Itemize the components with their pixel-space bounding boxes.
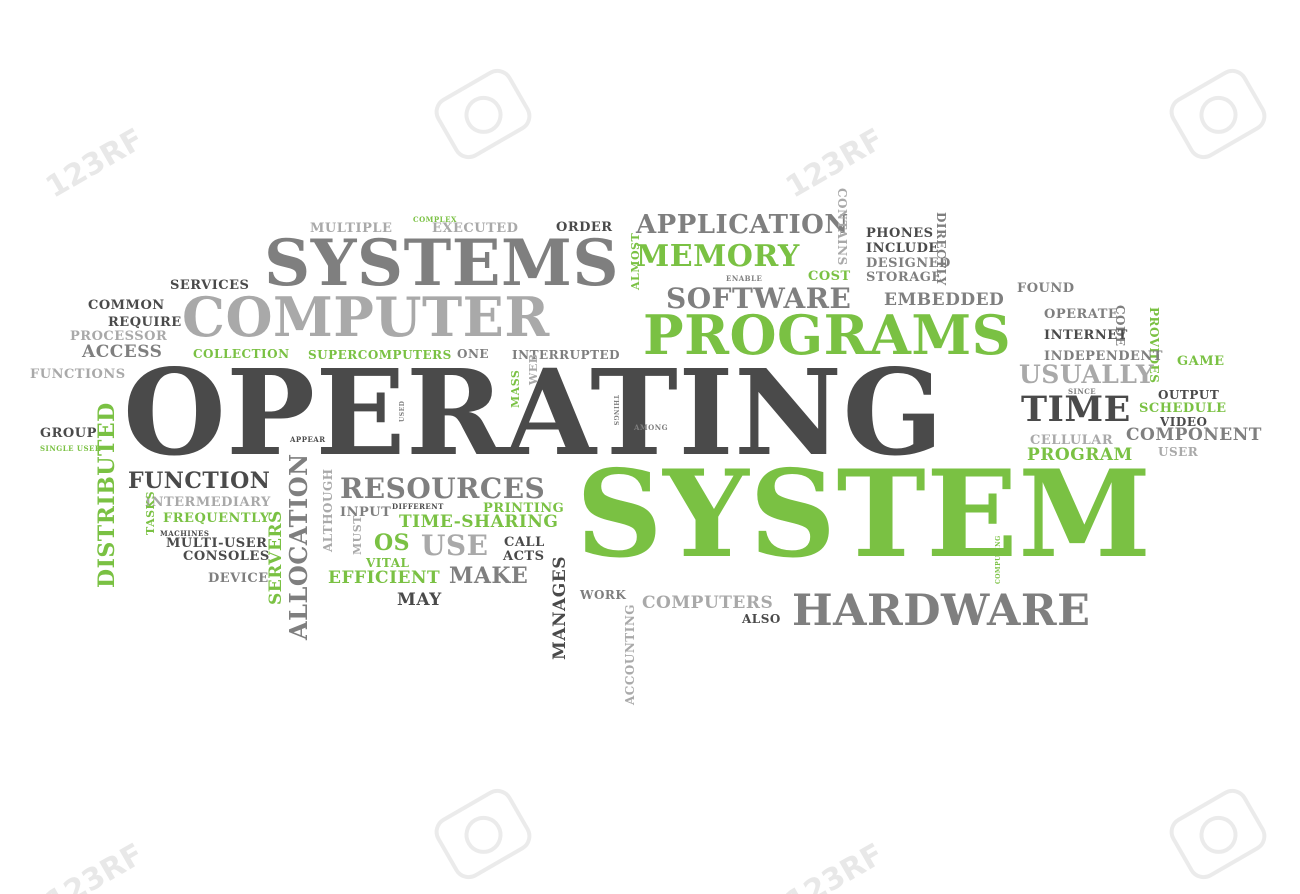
word-time: TIME bbox=[1021, 389, 1131, 430]
word-internet: INTERNET bbox=[1044, 328, 1128, 343]
word-include: INCLUDE bbox=[866, 241, 939, 256]
word-input: INPUT bbox=[340, 505, 392, 520]
word-system: SYSTEM bbox=[576, 444, 1152, 585]
word-multiple: MULTIPLE bbox=[310, 221, 393, 236]
word-services: SERVICES bbox=[170, 278, 250, 293]
word-software: SOFTWARE bbox=[666, 282, 852, 315]
word-resources: RESOURCES bbox=[340, 472, 546, 505]
word-servers: SERVERS bbox=[266, 510, 286, 605]
word-processor: PROCESSOR bbox=[70, 329, 168, 344]
word-different: DIFFERENT bbox=[392, 502, 444, 511]
word-output: OUTPUT bbox=[1158, 388, 1220, 402]
word-almost: ALMOST bbox=[629, 232, 642, 290]
word-efficient: EFFICIENT bbox=[328, 568, 441, 588]
word-appear: APPEAR bbox=[290, 435, 326, 444]
word-embedded: EMBEDDED bbox=[884, 290, 1005, 310]
word-storage: STORAGE bbox=[866, 270, 942, 285]
word-program: PROGRAM bbox=[1027, 445, 1133, 465]
word-component: COMPONENT bbox=[1126, 425, 1262, 445]
word-require: REQUIRE bbox=[108, 315, 182, 330]
word-group: GROUP bbox=[40, 426, 97, 441]
word-executed: EXECUTED bbox=[432, 221, 519, 236]
word-cost: COST bbox=[808, 269, 851, 284]
word-since: SINCE bbox=[1068, 387, 1097, 396]
word-intermediary: INTERMEDIARY bbox=[145, 495, 271, 510]
word-order: ORDER bbox=[556, 220, 613, 235]
watermark-camera-icon bbox=[1163, 63, 1273, 165]
word-hardware: HARDWARE bbox=[792, 586, 1091, 636]
word-vital: VITAL bbox=[366, 556, 410, 570]
word-systems: SYSTEMS bbox=[264, 226, 620, 301]
word-video: VIDEO bbox=[1160, 415, 1208, 429]
word-functions: FUNCTIONS bbox=[30, 367, 126, 382]
watermark-logo-2: 123RF bbox=[40, 836, 150, 894]
word-single-user: SINGLE USER bbox=[40, 444, 102, 453]
word-found: FOUND bbox=[1017, 281, 1075, 296]
word-manages: MANAGES bbox=[550, 556, 570, 660]
word-access: ACCESS bbox=[82, 342, 163, 362]
word-directly: DIRECTLY bbox=[934, 212, 948, 286]
word-memory: MEMORY bbox=[636, 239, 800, 274]
word-operate: OPERATE bbox=[1044, 307, 1119, 322]
word-interrupted: INTERRUPTED bbox=[512, 348, 621, 362]
watermark-camera-icon bbox=[428, 63, 538, 165]
word-used: USED bbox=[399, 400, 406, 422]
word-user: USER bbox=[1158, 445, 1199, 459]
watermark-camera-icon bbox=[428, 783, 538, 885]
word-use: USE bbox=[421, 529, 489, 562]
watermark-logo-3: 123RF bbox=[780, 836, 890, 894]
word-may: MAY bbox=[397, 590, 442, 610]
watermark-logo-0: 123RF bbox=[40, 121, 150, 206]
word-among: AMONG bbox=[634, 423, 669, 432]
word-make: MAKE bbox=[449, 563, 529, 589]
word-time-sharing: TIME-SHARING bbox=[399, 512, 559, 532]
word-contains: CONTAINS bbox=[835, 188, 849, 266]
word-operating: OPERATING bbox=[123, 343, 944, 482]
word-collection: COLLECTION bbox=[193, 347, 290, 361]
word-os: OS bbox=[374, 530, 411, 556]
word-schedule: SCHEDULE bbox=[1139, 401, 1227, 416]
word-computing: COMPUTING bbox=[995, 535, 1002, 584]
word-independent: INDEPENDENT bbox=[1044, 349, 1163, 364]
word-application: APPLICATION bbox=[636, 210, 849, 240]
word-consoles: CONSOLES bbox=[183, 549, 270, 564]
word-phones: PHONES bbox=[866, 226, 934, 241]
word-one: ONE bbox=[457, 347, 490, 361]
word-game: GAME bbox=[1177, 354, 1225, 369]
word-work: WORK bbox=[580, 588, 627, 602]
word-accounting: ACCOUNTING bbox=[623, 603, 637, 705]
word-machines: MACHINES bbox=[160, 529, 210, 538]
word-cellular: CELLULAR bbox=[1030, 433, 1114, 448]
word-designed: DESIGNED bbox=[866, 256, 951, 271]
watermark-camera-icon bbox=[1163, 783, 1273, 885]
word-supercomputers: SUPERCOMPUTERS bbox=[308, 348, 452, 362]
word-device: DEVICE bbox=[208, 571, 269, 586]
word-although: ALTHOUGH bbox=[321, 468, 335, 552]
word-computer: COMPUTER bbox=[182, 285, 550, 349]
word-must: MUST bbox=[351, 515, 364, 555]
word-complex: COMPLEX bbox=[413, 215, 457, 224]
word-acts: ACTS bbox=[503, 549, 545, 564]
word-enable: ENABLE bbox=[726, 274, 763, 283]
word-call: CALL bbox=[504, 535, 545, 550]
word-tasks: TASKS bbox=[144, 490, 157, 535]
word-frequently: FREQUENTLY bbox=[163, 511, 270, 526]
word-allocation: ALLOCATION bbox=[284, 453, 313, 640]
word-also: ALSO bbox=[742, 612, 781, 626]
word-printing: PRINTING bbox=[483, 501, 565, 516]
word-function: FUNCTION bbox=[128, 468, 271, 494]
word-programs: PROGRAMS bbox=[643, 303, 1012, 367]
word-distributed: DISTRIBUTED bbox=[94, 402, 120, 588]
word-multi-user: MULTI-USER bbox=[166, 536, 268, 551]
word-common: COMMON bbox=[88, 298, 165, 313]
word-computers: COMPUTERS bbox=[642, 593, 774, 613]
word-usually: USUALLY bbox=[1019, 360, 1155, 389]
